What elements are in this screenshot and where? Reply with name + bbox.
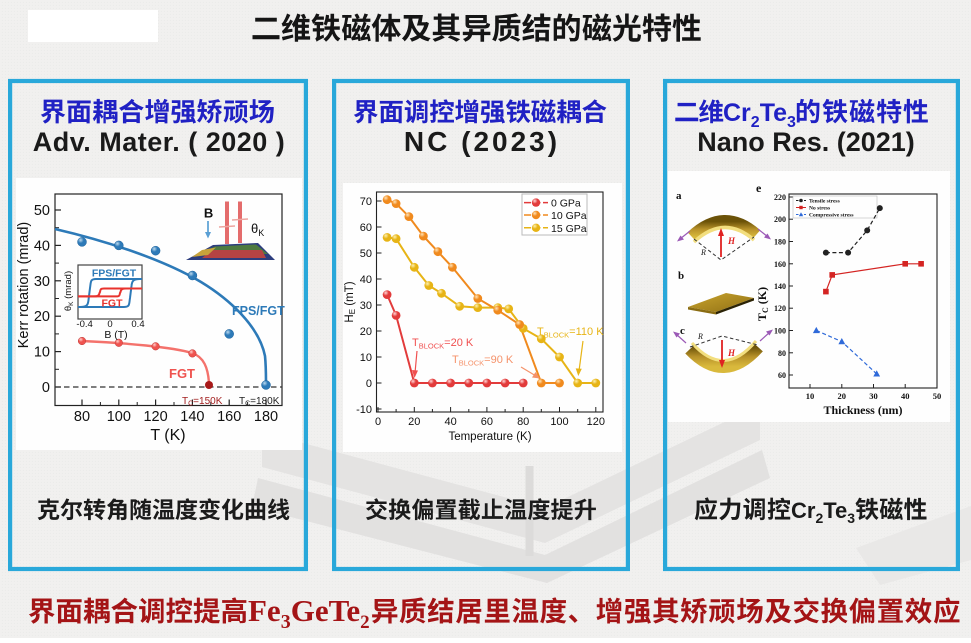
svg-text:Fe3GeTe2: Fe3GeTe2: [248, 593, 370, 633]
svg-text:120: 120: [587, 416, 605, 428]
svg-text:T (K): T (K): [150, 427, 185, 444]
svg-text:20: 20: [838, 391, 847, 401]
svg-text:160: 160: [217, 409, 241, 425]
svg-text:100: 100: [550, 416, 568, 428]
svg-text:a: a: [676, 190, 682, 202]
svg-text:e: e: [756, 181, 762, 195]
svg-text:Adv. Mater. ( 2020 ): Adv. Mater. ( 2020 ): [33, 127, 286, 157]
svg-text:Nano Res. (2021): Nano Res. (2021): [697, 127, 915, 157]
svg-text:140: 140: [774, 282, 786, 291]
svg-text:20: 20: [360, 326, 372, 338]
svg-text:HE (mT): HE (mT): [344, 281, 357, 322]
svg-text:40: 40: [34, 238, 50, 254]
svg-text:FPS/FGT: FPS/FGT: [92, 268, 137, 280]
svg-text:180: 180: [254, 409, 278, 425]
svg-text:10: 10: [806, 391, 815, 401]
svg-text:20: 20: [408, 416, 420, 428]
svg-text:30: 30: [34, 274, 50, 290]
svg-text:30: 30: [869, 391, 878, 401]
svg-text:B: B: [204, 206, 213, 221]
svg-text:-0.4: -0.4: [76, 319, 92, 330]
svg-text:0 GPa: 0 GPa: [551, 198, 581, 210]
svg-text:10 GPa: 10 GPa: [551, 210, 587, 222]
svg-text:H: H: [727, 348, 736, 358]
svg-text:120: 120: [774, 304, 786, 313]
svg-text:220: 220: [774, 193, 786, 202]
svg-text:R: R: [700, 248, 706, 257]
svg-text:TC=150K: TC=150K: [182, 396, 223, 408]
svg-text:20: 20: [34, 309, 50, 325]
svg-text:FPS/FGT: FPS/FGT: [232, 304, 285, 318]
svg-text:Cr2Te3: Cr2Te3: [791, 498, 855, 526]
svg-text:80: 80: [517, 416, 529, 428]
svg-text:80: 80: [778, 349, 786, 358]
svg-text:50: 50: [360, 248, 372, 260]
svg-text:θK (mrad): θK (mrad): [63, 271, 75, 311]
svg-text:b: b: [678, 270, 684, 282]
svg-text:Thickness (nm): Thickness (nm): [823, 403, 902, 417]
svg-text:TC (K): TC (K): [755, 287, 770, 321]
svg-text:0: 0: [42, 380, 50, 396]
svg-text:0.4: 0.4: [131, 319, 144, 330]
svg-text:200: 200: [774, 215, 786, 224]
svg-text:H: H: [727, 236, 736, 246]
svg-text:70: 70: [360, 196, 372, 208]
svg-text:10: 10: [360, 352, 372, 364]
svg-text:0: 0: [375, 416, 381, 428]
svg-text:FGT: FGT: [169, 366, 195, 381]
svg-text:FGT: FGT: [102, 298, 124, 310]
svg-text:30: 30: [360, 300, 372, 312]
svg-text:10: 10: [34, 345, 50, 361]
svg-text:Cr2Te3: Cr2Te3: [723, 99, 796, 131]
svg-text:50: 50: [933, 391, 942, 401]
svg-text:No stress: No stress: [809, 206, 830, 212]
svg-text:180: 180: [774, 238, 786, 247]
svg-text:NC (2023): NC (2023): [404, 126, 560, 157]
svg-text:50: 50: [34, 203, 50, 219]
svg-text:15 GPa: 15 GPa: [551, 223, 587, 235]
svg-text:-10: -10: [356, 404, 372, 416]
svg-text:B (T): B (T): [104, 329, 127, 341]
svg-text:TC=180K: TC=180K: [239, 396, 280, 408]
svg-text:140: 140: [180, 409, 204, 425]
svg-text:120: 120: [143, 409, 167, 425]
svg-text:Temperature (K): Temperature (K): [448, 431, 531, 443]
svg-text:R: R: [697, 332, 703, 341]
svg-text:60: 60: [481, 416, 493, 428]
svg-text:40: 40: [360, 274, 372, 286]
svg-text:100: 100: [107, 409, 131, 425]
svg-text:60: 60: [778, 371, 786, 380]
svg-text:80: 80: [74, 409, 90, 425]
svg-text:Kerr rotation (mrad): Kerr rotation (mrad): [16, 222, 32, 349]
svg-text:40: 40: [444, 416, 456, 428]
svg-text:c: c: [680, 325, 685, 337]
svg-text:0: 0: [366, 378, 372, 390]
svg-text:60: 60: [360, 222, 372, 234]
svg-text:Tensile stress: Tensile stress: [809, 199, 840, 205]
svg-text:100: 100: [774, 327, 786, 336]
svg-text:Compressive stress: Compressive stress: [809, 213, 854, 219]
svg-text:160: 160: [774, 260, 786, 269]
svg-text:0: 0: [107, 319, 112, 330]
svg-text:40: 40: [901, 391, 910, 401]
